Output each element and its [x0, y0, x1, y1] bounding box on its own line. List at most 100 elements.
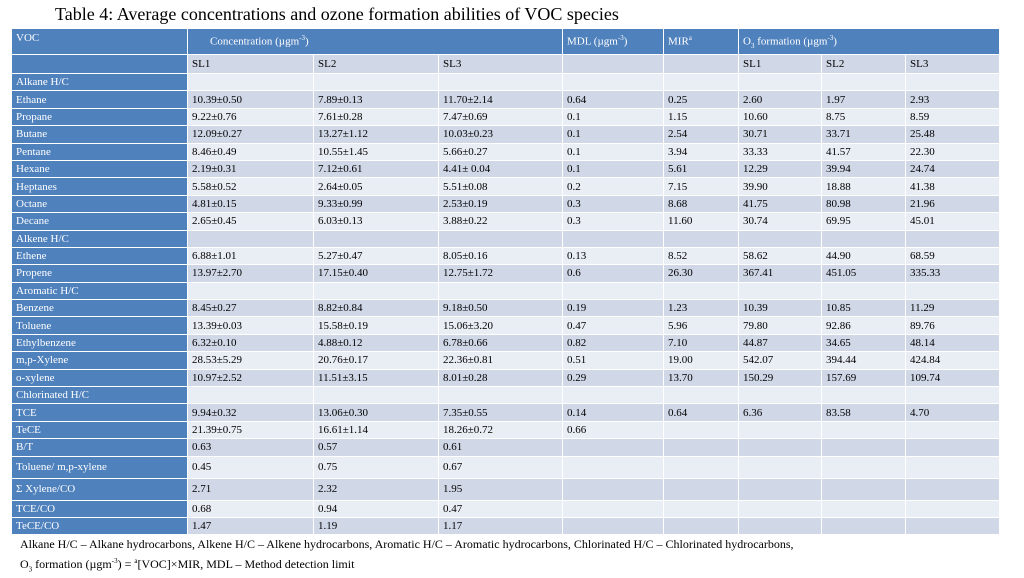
table-row: Propene 13.97±2.70 17.15±0.40 12.75±1.72 0.6… [11, 264, 1001, 283]
cell-mdl [562, 229, 665, 248]
cell-sl1-ozone: 10.39 [738, 299, 823, 318]
cell-sl2-ozone: 1.97 [821, 90, 907, 109]
cell-mdl [562, 281, 665, 301]
cell-sl3-conc: 3.88±0.22 [437, 212, 564, 231]
table-row: TeCE/CO 1.47 1.19 1.17 [11, 516, 1001, 536]
table-row: m,p-Xylene 28.53±5.29 20.76±0.17 22.36±0.81… [11, 351, 1001, 370]
cell-sl2-ozone [821, 477, 907, 501]
cell-mir [663, 455, 740, 479]
cell-sl2-conc: 17.15±0.40 [313, 264, 439, 283]
table-row: Ethene 6.88±1.01 5.27±0.47 8.05±0.16 0.13 8.5… [11, 246, 1001, 266]
cell-mdl: 0.1 [562, 125, 665, 144]
cell-mir [663, 281, 740, 301]
cell-sl2-ozone: 451.05 [821, 264, 907, 283]
cell-sl3-ozone [905, 438, 1001, 457]
cell-sl1-conc: 9.94±0.32 [187, 403, 314, 422]
cell-mir [663, 54, 740, 74]
cell-sl1-conc: 6.32±0.10 [187, 333, 314, 353]
cell-sl3-conc [437, 386, 564, 405]
cell-sl3-conc: 8.01±0.28 [437, 368, 564, 388]
cell-sl1-ozone: 30.71 [738, 125, 823, 144]
cell-sl2-conc: 9.33±0.99 [313, 194, 439, 214]
cell-sl1-conc: 12.09±0.27 [187, 125, 314, 144]
table-row: Decane 2.65±0.45 6.03±0.13 3.88±0.22 0.3 11.6… [11, 212, 1001, 231]
cell-mir: 7.15 [663, 177, 740, 196]
cell-mdl: 0.66 [562, 420, 665, 440]
cell-sl1-conc: 0.63 [187, 438, 314, 457]
header-row: VOC Concentration (µgm-3) MDL (µgm-3) MI… [11, 28, 1001, 55]
cell-voc: o-xylene [11, 368, 188, 388]
cell-mir: 13.70 [663, 368, 740, 388]
cell-mdl: 0.19 [562, 299, 665, 318]
cell-mdl: 0.3 [562, 212, 665, 231]
cell-sl3-conc: 18.26±0.72 [437, 420, 564, 440]
cell-sl2-ozone: 33.71 [821, 125, 907, 144]
table-title: Table 4: Average concentrations and ozon… [55, 4, 619, 24]
cell-sl2-ozone: 80.98 [821, 194, 907, 214]
cell-sl2-ozone [821, 386, 907, 405]
cell-sl2-ozone: SL2 [821, 54, 907, 74]
cell-sl2-conc: 7.61±0.28 [313, 107, 439, 127]
cell-mdl: 0.29 [562, 368, 665, 388]
cell-sl1-conc: 8.46±0.49 [187, 142, 314, 161]
cell-sl1-ozone: 150.29 [738, 368, 823, 388]
cell-sl1-ozone: 44.87 [738, 333, 823, 353]
cell-sl3-conc: SL3 [437, 54, 564, 74]
cell-sl3-conc [437, 72, 564, 92]
cell-mir [663, 516, 740, 536]
cell-mdl [562, 455, 665, 479]
cell-sl2-conc: 7.89±0.13 [313, 90, 439, 109]
cell-sl2-conc: 1.19 [313, 516, 439, 536]
cell-sl1-ozone: SL1 [738, 54, 823, 74]
cell-sl2-ozone: 18.88 [821, 177, 907, 196]
cell-sl1-conc: 2.71 [187, 477, 314, 501]
cell-sl3-ozone: 48.14 [905, 333, 1001, 353]
cell-sl3-ozone [905, 499, 1001, 518]
cell-sl1-conc: 9.22±0.76 [187, 107, 314, 127]
cell-sl1-ozone [738, 386, 823, 405]
header-ozone-formation: O3 formation (µgm-3) [738, 28, 1001, 55]
cell-sl1-conc: 5.58±0.52 [187, 177, 314, 196]
cell-sl2-conc: 0.75 [313, 455, 439, 479]
cell-sl1-conc: 6.88±1.01 [187, 246, 314, 266]
cell-sl2-conc: 11.51±3.15 [313, 368, 439, 388]
cell-voc: Toluene/ m,p-xylene [11, 455, 188, 479]
table-row: Ethane 10.39±0.50 7.89±0.13 11.70±2.14 0.64 0… [11, 90, 1001, 109]
cell-sl2-conc: 2.32 [313, 477, 439, 501]
cell-sl1-ozone: 367.41 [738, 264, 823, 283]
cell-sl1-conc: 2.65±0.45 [187, 212, 314, 231]
cell-sl2-conc [313, 281, 439, 301]
cell-voc: Heptanes [11, 177, 188, 196]
table-row: Heptanes 5.58±0.52 2.64±0.05 5.51±0.08 0.2 7.… [11, 177, 1001, 196]
cell-sl2-ozone: 92.86 [821, 316, 907, 335]
cell-mdl: 0.13 [562, 246, 665, 266]
cell-sl2-ozone: 8.75 [821, 107, 907, 127]
cell-sl3-ozone [905, 281, 1001, 301]
cell-voc: Pentane [11, 142, 188, 161]
table-row: TeCE 21.39±0.75 16.61±1.14 18.26±0.72 0.66 [11, 420, 1001, 440]
cell-mdl: 0.1 [562, 107, 665, 127]
cell-mdl: 0.14 [562, 403, 665, 422]
cell-sl2-conc: 15.58±0.19 [313, 316, 439, 335]
cell-voc: Octane [11, 194, 188, 214]
cell-sl3-conc: 2.53±0.19 [437, 194, 564, 214]
cell-mdl: 0.64 [562, 90, 665, 109]
table-row: Octane 4.81±0.15 9.33±0.99 2.53±0.19 0.3 8.68… [11, 194, 1001, 214]
cell-sl1-ozone: 58.62 [738, 246, 823, 266]
cell-mir [663, 229, 740, 248]
cell-sl1-conc [187, 229, 314, 248]
cell-sl1-ozone: 41.75 [738, 194, 823, 214]
cell-sl1-ozone [738, 516, 823, 536]
cell-sl1-ozone [738, 420, 823, 440]
cell-sl1-conc: 10.39±0.50 [187, 90, 314, 109]
cell-sl3-ozone [905, 516, 1001, 536]
cell-sl2-conc: 6.03±0.13 [313, 212, 439, 231]
cell-sl3-conc: 5.51±0.08 [437, 177, 564, 196]
cell-sl2-conc: 7.12±0.61 [313, 159, 439, 179]
cell-sl3-conc: 10.03±0.23 [437, 125, 564, 144]
cell-sl2-ozone: 39.94 [821, 159, 907, 179]
cell-sl1-ozone: 6.36 [738, 403, 823, 422]
cell-mir: 8.68 [663, 194, 740, 214]
cell-sl3-ozone: 335.33 [905, 264, 1001, 283]
cell-mir [663, 72, 740, 92]
